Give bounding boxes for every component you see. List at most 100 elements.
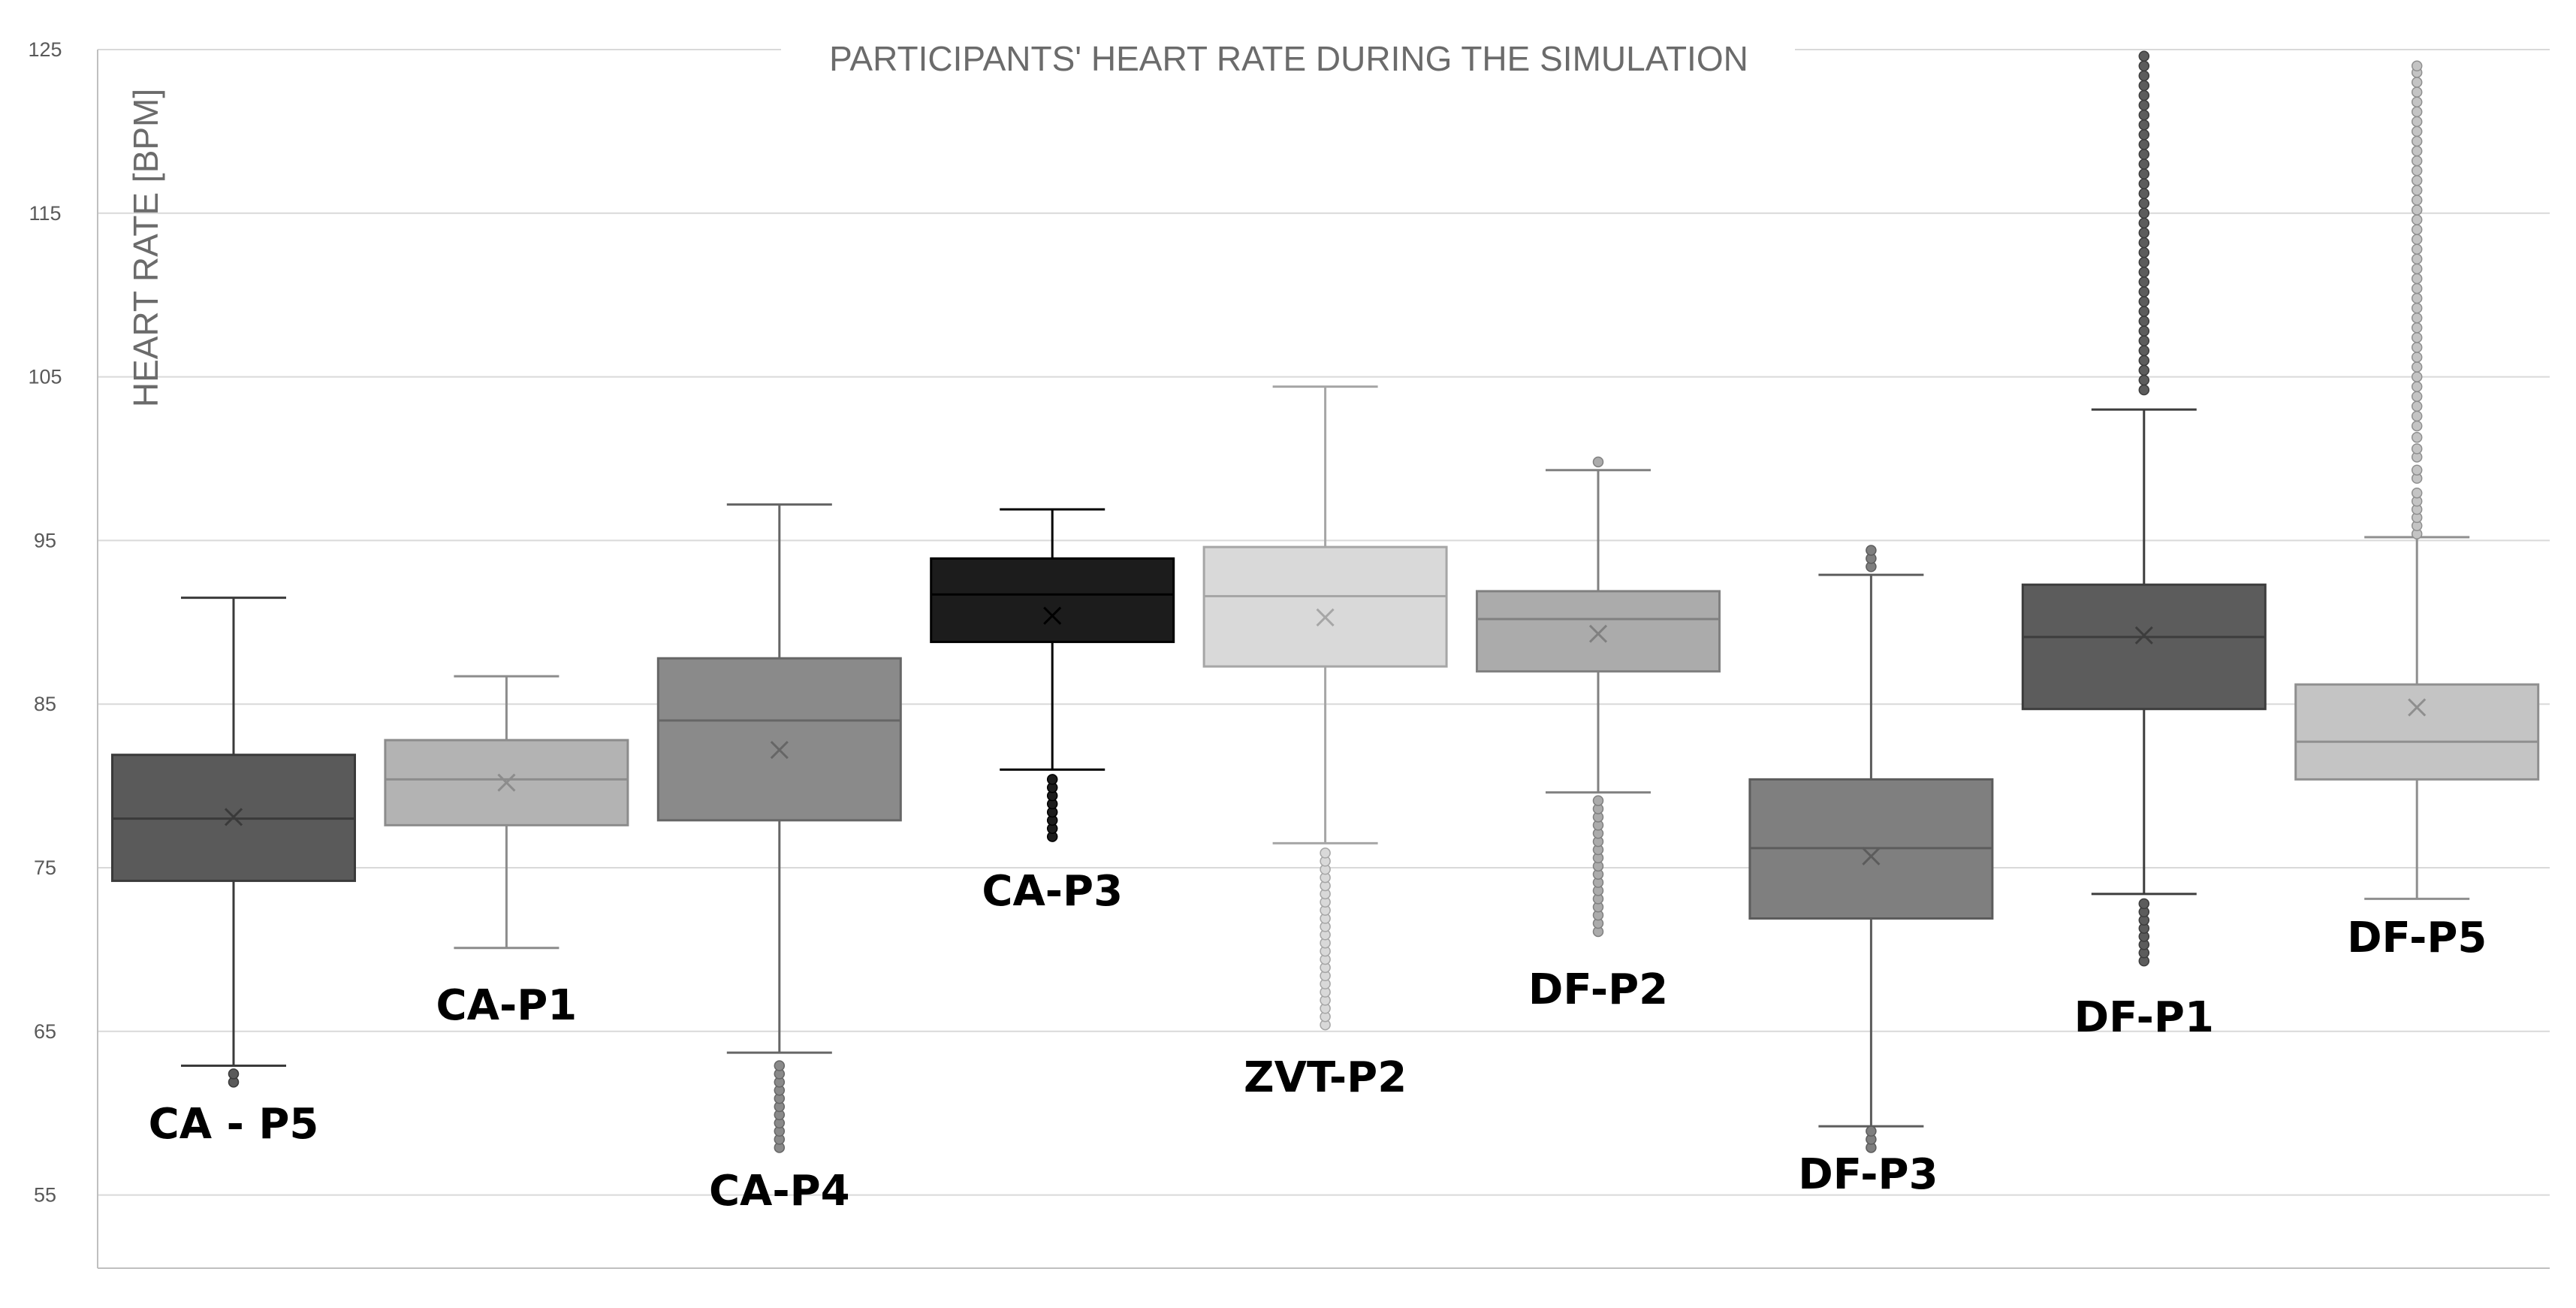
outlier-point [2138,70,2150,82]
outlier-point [2411,155,2423,167]
box-iqr [930,557,1175,643]
outlier-point [2411,400,2423,412]
outlier-point [2411,165,2423,177]
outlier-point [1046,774,1058,785]
mean-marker [1862,847,1881,865]
outlier-point [2411,86,2423,98]
outlier-point [2138,168,2150,180]
outlier-point [2411,135,2423,147]
y-tick-label: 125 [28,38,62,61]
outlier-point [2138,306,2150,317]
outlier-point [2138,50,2150,62]
y-tick-label: 75 [34,856,56,879]
y-tick-label: 55 [34,1184,56,1207]
outlier-point [2411,443,2423,455]
boxplot-2 [384,675,629,950]
outlier-point [2138,149,2150,160]
outlier-point [2411,292,2423,304]
outlier-point [2411,234,2423,245]
outlier-point [2411,420,2423,432]
outlier-point [2411,253,2423,265]
category-labels: CA - P5 CA-P1 CA-P4 CA-P3 ZVT-P2 DF-P2 DF-P3 DF… [149,867,2487,1216]
category-label: CA - P5 [149,1100,319,1149]
y-tick-label: 65 [34,1020,56,1043]
axes [97,50,2550,1269]
box-iqr [1202,545,1448,668]
mean-marker [1588,624,1608,643]
outlier-point [2138,198,2150,209]
outlier-point [2411,77,2423,88]
outlier-point [2138,159,2150,170]
category-label: DF-P2 [1528,965,1668,1014]
outlier-point [2411,322,2423,334]
outlier-point [2138,286,2150,298]
outlier-point [2138,99,2150,111]
outlier-point [2138,384,2150,396]
chart-title: PARTICIPANTS' HEART RATE DURING THE SIMU… [829,39,1748,78]
outlier-point [2138,266,2150,278]
outlier-point [2411,391,2423,402]
title-backdrop [781,30,1795,84]
y-tick-label: 115 [29,202,61,225]
outlier-point [2411,116,2423,128]
boxplot-7 [1748,545,1994,1153]
outlier-point [2138,246,2150,258]
outlier-point [2138,60,2150,72]
mean-marker [1043,606,1062,625]
box-iqr [2021,583,2267,711]
outlier-point [228,1068,240,1080]
outlier-point [2411,431,2423,443]
mean-marker [1316,608,1335,627]
outlier-point [2138,119,2150,131]
outlier-point [2138,325,2150,337]
outlier-point [2138,345,2150,357]
outlier-point [2138,316,2150,327]
outlier-point [2138,276,2150,288]
outlier-point [2411,195,2423,206]
category-label: DF-P3 [1798,1150,1938,1199]
y-tick-label: 105 [28,366,62,388]
outlier-point [2138,89,2150,101]
boxplot-5 [1202,385,1448,1031]
outlier-point [2411,243,2423,255]
box-iqr [2294,683,2540,781]
category-label: DF-P5 [2347,914,2487,962]
outlier-point [2138,109,2150,121]
outlier-point [2411,410,2423,422]
outlier-point [2138,178,2150,189]
boxplot-4 [930,508,1175,842]
outlier-point [2411,185,2423,196]
outlier-point [2411,60,2423,72]
outlier-point [2411,371,2423,382]
category-label: DF-P1 [2074,993,2214,1042]
outlier-point [2411,487,2423,499]
box-iqr [1476,590,1721,673]
outlier-point [774,1060,786,1071]
mean-marker [770,741,789,760]
outlier-point [2138,207,2150,219]
boxplot-1 [111,597,356,1088]
outlier-point [2411,312,2423,324]
y-axis-label: HEART RATE [BPM] [126,89,165,407]
outlier-point [2411,332,2423,343]
outlier-point [1592,795,1604,806]
outlier-point [2411,361,2423,373]
category-label: CA-P4 [709,1167,850,1216]
boxplots [111,50,2540,1153]
outlier-point [2138,296,2150,307]
outlier-point [2411,352,2423,363]
outlier-point [2138,217,2150,229]
outlier-point [2411,381,2423,392]
boxplot-3 [656,503,902,1153]
mean-marker [224,808,243,826]
mean-marker [2408,698,2427,717]
box-iqr [656,657,902,822]
outlier-point [2138,139,2150,150]
outlier-point [2138,237,2150,249]
outlier-point [2411,342,2423,353]
outlier-point [2138,129,2150,140]
outlier-point [2138,80,2150,92]
outlier-point [2138,335,2150,346]
outlier-point [2138,374,2150,386]
